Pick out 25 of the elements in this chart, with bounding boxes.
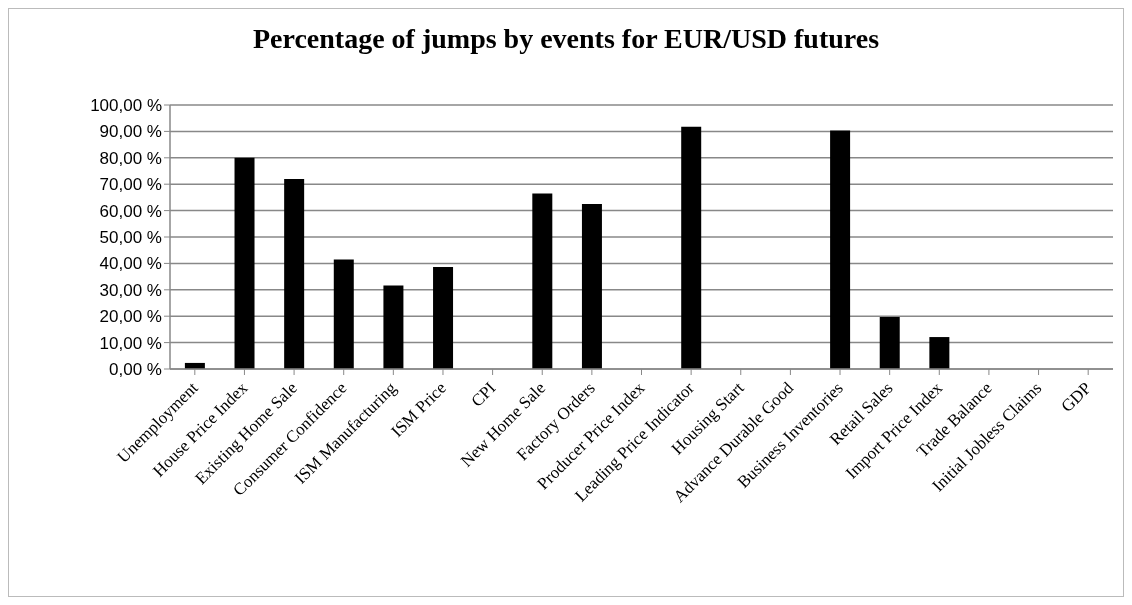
y-tick-label: 50,00 %	[99, 228, 162, 248]
y-tick-label: 30,00 %	[99, 280, 162, 300]
y-tick-label: 90,00 %	[99, 122, 162, 142]
bar	[234, 157, 255, 369]
bar	[830, 130, 851, 369]
bar	[929, 337, 950, 369]
y-tick-label: 60,00 %	[99, 201, 162, 221]
chart-title: Percentage of jumps by events for EUR/USD futures	[251, 23, 881, 55]
y-tick-label: 70,00 %	[99, 175, 162, 195]
bar	[284, 178, 305, 369]
x-tick-label: CPI	[467, 378, 500, 411]
x-tick-label: GDP	[1057, 378, 1096, 416]
bar	[433, 267, 454, 369]
bar	[681, 126, 702, 369]
y-tick-label: 100,00 %	[90, 96, 162, 116]
y-tick-label: 80,00 %	[99, 148, 162, 168]
y-tick-label: 20,00 %	[99, 307, 162, 327]
y-tick-label: 0,00 %	[109, 360, 162, 380]
y-tick-label: 10,00 %	[99, 333, 162, 353]
bar	[383, 285, 404, 369]
bar	[581, 204, 602, 369]
bar	[333, 259, 354, 369]
bar	[879, 316, 900, 369]
bar	[532, 193, 553, 369]
y-tick-label: 40,00 %	[99, 254, 162, 274]
